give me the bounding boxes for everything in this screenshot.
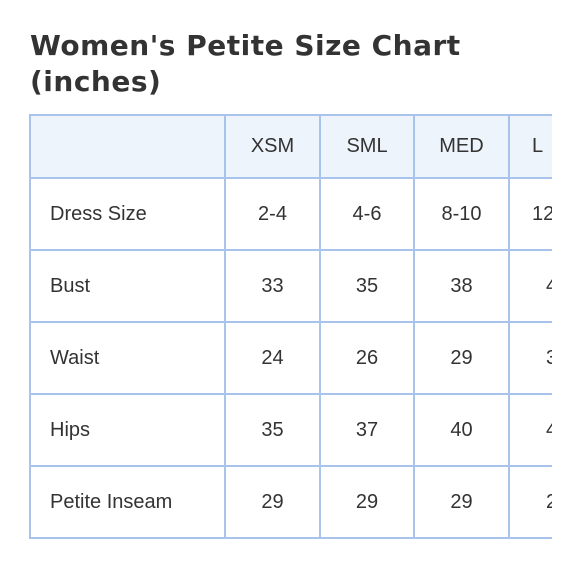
header-row: XSM SML MED L	[29, 114, 552, 179]
cell: 2	[508, 465, 552, 539]
header-corner	[29, 114, 226, 179]
cell: 29	[224, 465, 321, 539]
cell: 26	[319, 321, 415, 395]
cell: 35	[319, 249, 415, 323]
cell: 4-6	[319, 177, 415, 251]
row-label: Waist	[29, 321, 226, 395]
row-label: Bust	[29, 249, 226, 323]
cell: 12	[508, 177, 552, 251]
cell: 3	[508, 321, 552, 395]
cell: 29	[319, 465, 415, 539]
column-header: L	[508, 114, 552, 179]
cell: 29	[413, 465, 510, 539]
title: Women's Petite Size Chart (inches)	[30, 29, 461, 98]
cell: 35	[224, 393, 321, 467]
column-header: XSM	[224, 114, 321, 179]
cell: 4	[508, 393, 552, 467]
cell: 40	[413, 393, 510, 467]
row-label: Petite Inseam	[29, 465, 226, 539]
cell: 8-10	[413, 177, 510, 251]
cell: 2-4	[224, 177, 321, 251]
table-row: Waist2426293	[29, 321, 552, 395]
table-row: Petite Inseam2929292	[29, 465, 552, 539]
table-row: Bust3335384	[29, 249, 552, 323]
cell: 4	[508, 249, 552, 323]
table-row: Hips3537404	[29, 393, 552, 467]
column-header: MED	[413, 114, 510, 179]
row-label: Dress Size	[29, 177, 226, 251]
cell: 29	[413, 321, 510, 395]
cell: 37	[319, 393, 415, 467]
cell: 24	[224, 321, 321, 395]
column-header: SML	[319, 114, 415, 179]
row-label: Hips	[29, 393, 226, 467]
cell: 33	[224, 249, 321, 323]
cell: 38	[413, 249, 510, 323]
